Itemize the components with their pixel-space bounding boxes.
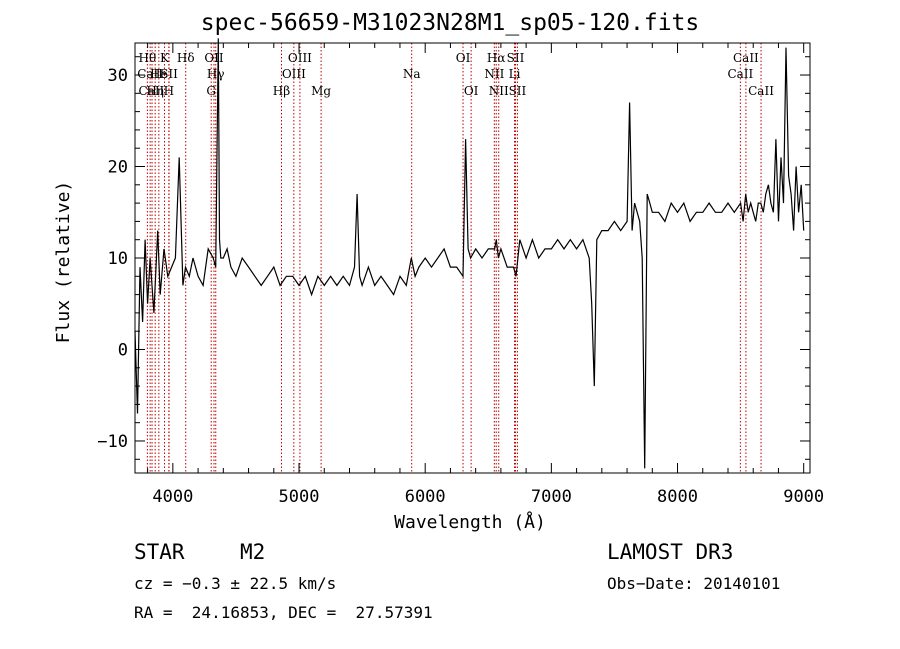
- spectral-line-label: Mg: [311, 84, 331, 98]
- spectral-line-label: NII: [484, 67, 504, 81]
- spectral-line-label: OI: [464, 84, 479, 98]
- plot-frame: [134, 42, 811, 474]
- spectral-line-label: H: [164, 84, 174, 98]
- spectral-line-label: CaII: [748, 84, 774, 98]
- axis-ticks-group: 4000 5000 6000 7000 8000 9000 −10 0 10 20 30: [97, 43, 824, 507]
- y-tick-label: 10: [108, 249, 128, 269]
- y-tick-label: −10: [97, 432, 128, 452]
- y-tick-label: 30: [108, 66, 128, 86]
- spectral-line-label: OII: [204, 51, 224, 65]
- spectral-line-label: SII: [160, 67, 178, 81]
- spectrum-line: [134, 38, 805, 469]
- spectral-line-label: Li: [509, 67, 521, 81]
- spectral-line-label: NII: [489, 84, 509, 98]
- x-axis-label: Wavelength (Å): [394, 511, 546, 533]
- survey-label: LAMOST DR3: [607, 540, 734, 564]
- x-tick-label: 9000: [783, 487, 824, 507]
- spectral-line-label: OI: [456, 51, 471, 65]
- spectral-line-label: Na: [403, 67, 421, 81]
- y-tick-label: 0: [118, 340, 128, 360]
- chart-title: spec-56659-M31023N28M1_sp05-120.fits: [200, 10, 700, 36]
- x-tick-label: 4000: [152, 487, 193, 507]
- x-tick-label: 8000: [657, 487, 698, 507]
- x-tick-label: 5000: [279, 487, 320, 507]
- y-axis-label: Flux (relative): [53, 181, 74, 344]
- spectral-line-label: SII: [507, 51, 525, 65]
- spectral-line-label: OIII: [288, 51, 312, 65]
- spectral-line-label: Hβ: [273, 84, 290, 98]
- spectral-line-label: K: [160, 51, 170, 65]
- class-label: STAR: [134, 540, 185, 564]
- y-tick-label: 20: [108, 158, 128, 178]
- spectral-line-label: CaII: [137, 67, 163, 81]
- spectral-line-label: OIII: [282, 67, 306, 81]
- spectral-line-label: CaII: [727, 67, 753, 81]
- spectral-line-label: Hα: [487, 51, 506, 65]
- marker-lines-group: [146, 43, 762, 473]
- spectral-line-label: Hγ: [207, 67, 225, 81]
- redshift-text: cz = −0.3 ± 22.5 km/s: [134, 574, 337, 593]
- spectral-line-label: G: [206, 84, 216, 98]
- x-tick-label: 7000: [531, 487, 572, 507]
- spectral-line-label: SII: [509, 84, 527, 98]
- spectral-line-label: He: [150, 67, 168, 81]
- spectral-line-label: Hδ: [177, 51, 195, 65]
- spectral-line-label: CaII: [138, 84, 164, 98]
- spectral-line-label: CaII: [733, 51, 759, 65]
- x-tick-label: 6000: [405, 487, 446, 507]
- spectral-line-label: Hθ: [139, 51, 157, 65]
- coordinates-text: RA = 24.16853, DEC = 27.57391: [134, 603, 433, 622]
- spectral-line-label: Hη: [146, 84, 164, 98]
- obs-date-text: Obs−Date: 20140101: [607, 574, 781, 593]
- subclass-label: M2: [240, 540, 266, 564]
